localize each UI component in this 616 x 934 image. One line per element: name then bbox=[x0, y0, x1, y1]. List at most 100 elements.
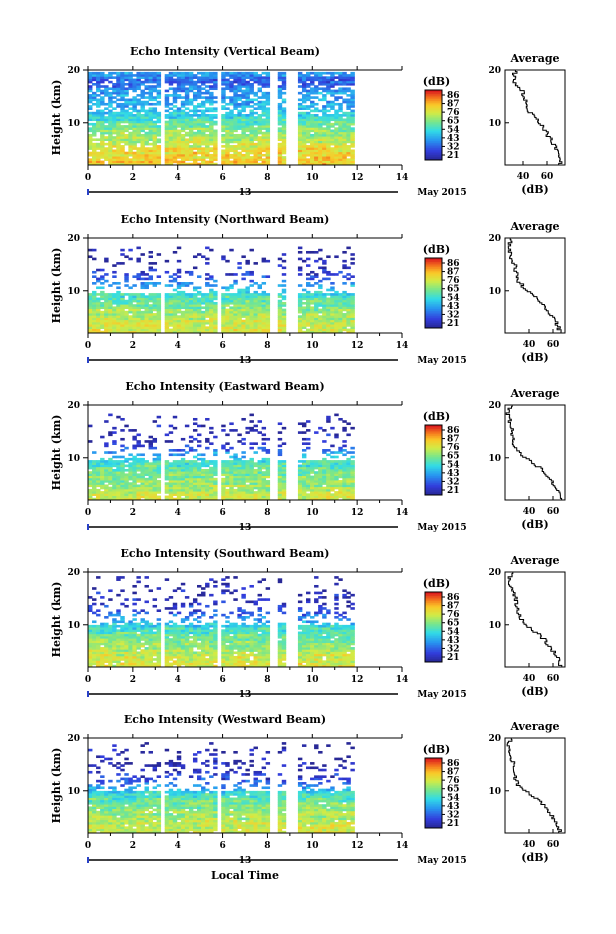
heatmap-cell bbox=[173, 79, 177, 82]
heatmap-cell bbox=[330, 493, 334, 496]
heatmap-cell bbox=[201, 311, 205, 314]
y-tick-label: 10 bbox=[67, 287, 80, 297]
heatmap-cell bbox=[298, 422, 302, 425]
heatmap-cell bbox=[112, 306, 116, 309]
heatmap-cell bbox=[185, 445, 189, 448]
heatmap-cell bbox=[245, 427, 249, 430]
heatmap-cell bbox=[258, 74, 262, 77]
heatmap-cell bbox=[169, 449, 173, 452]
heatmap-cell bbox=[342, 260, 346, 263]
heatmap-cell bbox=[342, 291, 346, 294]
heatmap-cell bbox=[209, 147, 213, 150]
heatmap-cell bbox=[128, 72, 132, 75]
heatmap-cell bbox=[302, 293, 306, 296]
heatmap-cell bbox=[302, 422, 306, 425]
heatmap-cell bbox=[100, 291, 104, 294]
y-tick-label: 10 bbox=[67, 119, 80, 129]
heatmap-cell bbox=[209, 249, 213, 252]
heatmap-cell bbox=[100, 90, 104, 93]
heatmap-cell bbox=[229, 145, 233, 148]
heatmap-cell bbox=[193, 460, 197, 463]
heatmap-cell bbox=[298, 251, 302, 254]
average-title: Average bbox=[509, 220, 559, 233]
heatmap-cell bbox=[233, 489, 237, 492]
heatmap-cell bbox=[92, 112, 96, 115]
heatmap-cell bbox=[302, 460, 306, 463]
heatmap-cell bbox=[157, 496, 161, 499]
colorbar-tick-label: 21 bbox=[447, 151, 460, 161]
heatmap-cell bbox=[229, 284, 233, 287]
heatmap-cell bbox=[124, 473, 128, 476]
heatmap-cell bbox=[237, 103, 241, 106]
heatmap-cell bbox=[96, 138, 100, 141]
day-label: 13 bbox=[239, 523, 252, 533]
heatmap-cell bbox=[306, 264, 310, 267]
heatmap-cell bbox=[310, 293, 314, 296]
heatmap-cell bbox=[149, 107, 153, 110]
heatmap-cell bbox=[201, 255, 205, 258]
heatmap-cell bbox=[237, 152, 241, 155]
heatmap-cell bbox=[124, 284, 128, 287]
heatmap-cell bbox=[221, 286, 225, 289]
heatmap-cell bbox=[177, 161, 181, 164]
heatmap-cell bbox=[104, 112, 108, 115]
heatmap-cell bbox=[258, 293, 262, 296]
heatmap-cell bbox=[213, 101, 217, 104]
heatmap-cell bbox=[124, 447, 128, 450]
heatmap-cell bbox=[132, 304, 136, 307]
heatmap-cell bbox=[165, 440, 169, 443]
x-tick-label: 14 bbox=[396, 508, 409, 518]
heatmap-cell bbox=[346, 247, 350, 250]
heatmap-cell bbox=[233, 453, 237, 456]
heatmap-cell bbox=[306, 90, 310, 93]
heatmap-cell bbox=[245, 460, 249, 463]
heatmap-cell bbox=[266, 458, 270, 461]
heatmap-cell bbox=[298, 273, 302, 276]
heatmap-cell bbox=[185, 460, 189, 463]
heatmap-cell bbox=[221, 293, 225, 296]
heatmap-cell bbox=[342, 440, 346, 443]
heatmap-cell bbox=[338, 480, 342, 483]
heatmap-cell bbox=[245, 72, 249, 75]
heatmap-cell bbox=[306, 282, 310, 285]
heatmap-cell bbox=[330, 456, 334, 459]
heatmap-cell bbox=[350, 456, 354, 459]
x-tick-label: 4 bbox=[175, 173, 181, 183]
heatmap-cell bbox=[132, 456, 136, 459]
heatmap-cell bbox=[193, 422, 197, 425]
heatmap-cell bbox=[249, 414, 253, 417]
heatmap-cell bbox=[254, 99, 258, 102]
heatmap-cell bbox=[241, 278, 245, 281]
heatmap-cell bbox=[262, 72, 266, 75]
heatmap-cell bbox=[177, 460, 181, 463]
heatmap-cells bbox=[88, 72, 355, 165]
heatmap-cell bbox=[92, 138, 96, 141]
heatmap-cell bbox=[100, 311, 104, 314]
chart-title: Echo Intensity (Eastward Beam) bbox=[125, 380, 324, 393]
heatmap-cell bbox=[221, 478, 225, 481]
heatmap-cell bbox=[302, 449, 306, 452]
heatmap-cell bbox=[298, 258, 302, 261]
heatmap-cell bbox=[88, 625, 92, 628]
heatmap-cell bbox=[306, 83, 310, 86]
heatmap-cell bbox=[266, 72, 270, 75]
heatmap-cell bbox=[136, 484, 140, 487]
heatmap-cell bbox=[193, 418, 197, 421]
heatmap-cell bbox=[128, 453, 132, 456]
heatmap-cell bbox=[181, 101, 185, 104]
heatmap-cell bbox=[88, 293, 92, 296]
heatmap-cell bbox=[181, 291, 185, 294]
heatmap-cell bbox=[221, 134, 225, 137]
heatmap-cell bbox=[136, 440, 140, 443]
heatmap-cell bbox=[88, 158, 92, 161]
heatmap-cell bbox=[342, 112, 346, 115]
heatmap-cell bbox=[225, 79, 229, 82]
heatmap-cell bbox=[124, 134, 128, 137]
heatmap-cell bbox=[249, 442, 253, 445]
heatmap-cell bbox=[318, 258, 322, 261]
heatmap-cell bbox=[322, 293, 326, 296]
heatmap-cell bbox=[213, 121, 217, 124]
heatmap-cell bbox=[282, 267, 286, 270]
heatmap-cell bbox=[132, 293, 136, 296]
